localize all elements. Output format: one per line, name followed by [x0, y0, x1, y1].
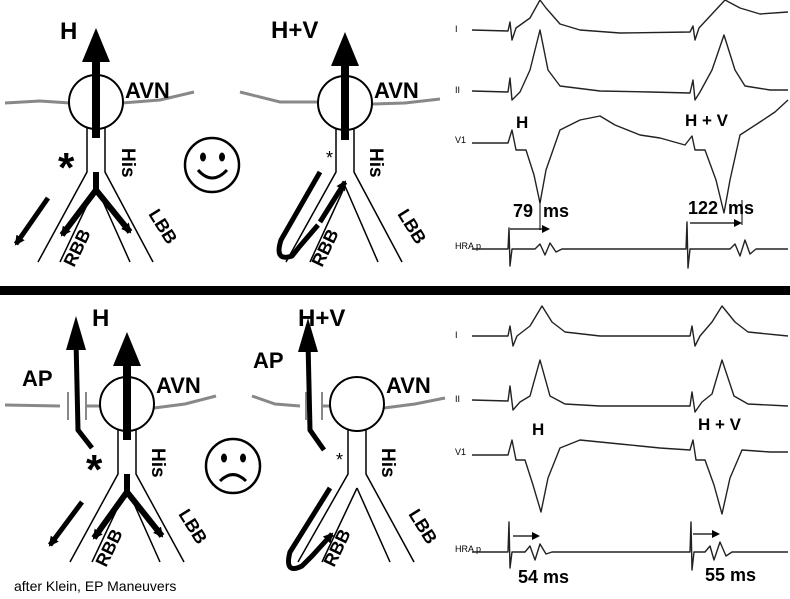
accessory-pathway-arrow	[73, 339, 94, 450]
rbb-label: RBB	[320, 526, 355, 570]
pathway-label: AP	[253, 348, 284, 373]
lbb-conduction-arrow	[124, 490, 165, 538]
node-label: AVN	[156, 373, 201, 398]
his-label: His	[377, 448, 398, 478]
happy-face-icon	[183, 136, 241, 194]
stimulus-asterisk: *	[58, 144, 75, 191]
ecg-lead-v1	[472, 439, 788, 515]
tricuspid-annulus-line	[153, 394, 217, 410]
his-label: His	[365, 148, 386, 178]
his-deflection-label: H	[532, 420, 544, 439]
his-bundle-outline	[69, 430, 185, 563]
stimulus-asterisk: *	[336, 450, 343, 470]
retrograde-rbb-arrow	[276, 170, 323, 260]
his-arrow-head	[82, 28, 110, 62]
retrograde-his-arrow	[317, 180, 348, 224]
his-ventricle-label: H + V	[698, 415, 742, 434]
his-bundle-outline	[297, 430, 415, 563]
lead-label-i: I	[455, 330, 458, 340]
arrow-label: H	[60, 18, 77, 45]
his-arrow-head	[113, 332, 141, 366]
lbb-conduction-arrow	[93, 188, 133, 234]
lbb-label: LBB	[394, 206, 431, 248]
ventricular-arrow	[47, 500, 85, 547]
ecg-lead-ii	[471, 29, 788, 101]
tricuspid-annulus-line	[383, 396, 446, 410]
lbb-label: LBB	[145, 206, 182, 248]
arrow-label: H	[92, 305, 109, 332]
ecg-lead-hra	[472, 521, 788, 571]
bottom-ecg-tracing: I II V1 HRA p H H + V 54 ms 55 ms	[455, 305, 789, 587]
his-bundle-outline	[37, 128, 154, 263]
lbb-label: LBB	[405, 506, 442, 548]
top-right-conduction-diagram: * H+V AVN His RBB LBB	[239, 17, 441, 270]
lead-label-v1: V1	[455, 135, 466, 145]
accessory-pathway-arrow-head	[298, 318, 318, 352]
rbb-conduction-arrow	[91, 474, 130, 540]
tricuspid-annulus-line	[251, 394, 301, 408]
tricuspid-annulus-line	[121, 90, 195, 105]
stimulus-asterisk: *	[326, 148, 333, 168]
tricuspid-annulus-line	[4, 99, 71, 105]
node-label: AVN	[374, 78, 419, 103]
lead-label-ii: II	[455, 85, 460, 95]
top-left-conduction-diagram: * H AVN His RBB LBB	[4, 18, 195, 270]
section-divider	[0, 286, 790, 295]
interval-value-left: 54 ms	[518, 567, 569, 587]
ecg-lead-hra	[472, 221, 788, 269]
tricuspid-annulus-line	[371, 97, 441, 106]
bundle-branch-outline	[309, 185, 379, 263]
sad-face-icon	[204, 437, 262, 495]
interval-value-right: 55 ms	[705, 565, 756, 585]
his-deflection-label: H	[516, 113, 528, 132]
lead-label-ii: II	[455, 394, 460, 404]
tricuspid-annulus-line	[239, 90, 318, 104]
his-arrow-head	[331, 32, 359, 66]
bottom-left-conduction-diagram: * AP H AVN His RBB LBB	[4, 305, 217, 570]
ecg-lead-i	[472, 305, 789, 347]
interval-value-right: 122 ms	[688, 198, 754, 218]
ecg-lead-i	[471, 0, 789, 41]
lbb-label: LBB	[175, 506, 212, 548]
lead-label-v1: V1	[455, 447, 466, 457]
av-node	[329, 376, 385, 432]
accessory-pathway-arrow-head	[66, 316, 86, 350]
lead-label-hra: HRA p	[455, 241, 481, 251]
interval-value-left: 79 ms	[513, 201, 569, 221]
tricuspid-annulus-line	[4, 403, 61, 408]
top-ecg-tracing: I II V1 HRA p H H + V 79 ms 122 ms	[455, 0, 789, 269]
node-label: AVN	[386, 373, 431, 398]
arrow-label: H+V	[298, 305, 345, 332]
ecg-lead-ii	[471, 359, 789, 413]
lead-label-i: I	[455, 24, 458, 34]
accessory-pathway-arrow	[305, 341, 327, 452]
pathway-label: AP	[22, 366, 53, 391]
stimulus-asterisk: *	[86, 446, 103, 493]
his-ventricle-label: H + V	[685, 111, 729, 130]
source-credit: after Klein, EP Maneuvers	[14, 578, 177, 594]
retrograde-rbb-arrow	[286, 486, 334, 571]
ecg-lead-v1	[472, 99, 789, 214]
his-label: His	[117, 148, 138, 178]
arrow-label: H+V	[271, 17, 318, 44]
lead-label-hra: HRA p	[455, 544, 481, 554]
bottom-right-conduction-diagram: * AP H+V AVN His RBB LBB	[251, 305, 446, 571]
his-label: His	[147, 448, 168, 478]
his-bundle-outline	[285, 129, 403, 263]
ventricular-arrow	[13, 196, 51, 246]
bundle-branch-outline	[321, 487, 391, 563]
node-label: AVN	[125, 78, 170, 103]
